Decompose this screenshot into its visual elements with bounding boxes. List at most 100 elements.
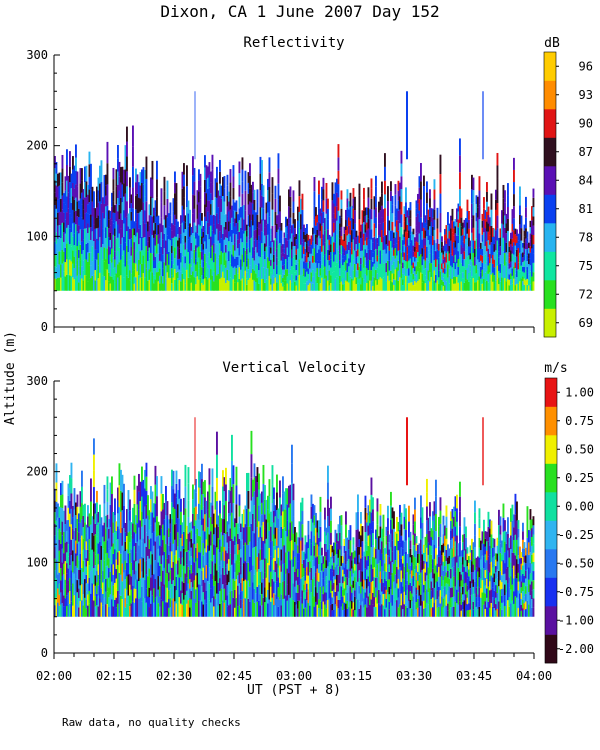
echo-cell bbox=[190, 521, 193, 531]
echo-cell bbox=[265, 202, 268, 214]
echo-cell bbox=[351, 242, 353, 255]
echo-cell bbox=[304, 544, 307, 554]
echo-cell bbox=[94, 575, 97, 586]
echo-cell bbox=[357, 242, 359, 250]
echo-cell bbox=[367, 259, 370, 271]
echo-cell bbox=[298, 553, 301, 570]
echo-cell bbox=[195, 232, 197, 239]
echo-cell bbox=[198, 535, 200, 553]
echo-cell bbox=[384, 180, 386, 195]
echo-cell bbox=[90, 265, 92, 279]
echo-cell bbox=[102, 548, 104, 560]
echo-cell bbox=[225, 583, 227, 601]
echo-cell bbox=[258, 256, 260, 264]
echo-cell bbox=[351, 568, 353, 577]
echo-cell bbox=[262, 185, 265, 197]
echo-cell bbox=[345, 220, 347, 231]
echo-cell bbox=[105, 227, 107, 238]
echo-cell bbox=[78, 551, 80, 561]
echo-cell bbox=[337, 524, 340, 533]
echo-cell bbox=[88, 214, 91, 228]
echo-cell bbox=[132, 270, 134, 291]
echo-cell bbox=[211, 154, 214, 170]
echo-cell bbox=[409, 599, 412, 609]
echo-cell bbox=[331, 545, 334, 553]
echo-cell bbox=[318, 546, 320, 556]
echo-cell bbox=[376, 249, 379, 256]
echo-cell bbox=[99, 255, 101, 273]
echo-cell bbox=[409, 591, 412, 600]
echo-cell bbox=[240, 540, 242, 550]
echo-cell bbox=[498, 284, 500, 291]
echo-cell bbox=[145, 588, 148, 603]
echo-cell bbox=[477, 228, 479, 239]
echo-cell bbox=[339, 268, 341, 276]
echo-cell bbox=[274, 605, 277, 617]
echo-cell bbox=[207, 211, 209, 223]
echo-cell bbox=[529, 278, 532, 285]
echo-cell bbox=[160, 546, 163, 564]
echo-cell bbox=[76, 246, 79, 261]
echo-cell bbox=[475, 264, 478, 274]
echo-cell bbox=[289, 484, 292, 504]
echo-cell bbox=[343, 595, 346, 603]
echo-cell bbox=[381, 591, 383, 605]
echo-cell bbox=[87, 271, 89, 282]
echo-cell bbox=[297, 206, 299, 221]
echo-cell bbox=[475, 203, 478, 213]
echo-cell bbox=[157, 281, 160, 291]
echo-cell bbox=[213, 534, 215, 545]
echo-cell bbox=[181, 522, 184, 535]
echo-cell bbox=[357, 511, 359, 530]
echo-cell bbox=[208, 200, 211, 214]
echo-cell bbox=[210, 602, 212, 617]
echo-cell bbox=[300, 578, 302, 598]
echo-cell bbox=[396, 583, 398, 601]
echo-cell bbox=[387, 201, 389, 216]
echo-cell bbox=[70, 570, 73, 586]
echo-cell bbox=[432, 217, 434, 227]
echo-cell bbox=[234, 282, 236, 291]
echo-cell bbox=[135, 277, 137, 291]
echo-cell bbox=[237, 248, 239, 257]
echo-cell bbox=[114, 582, 116, 600]
echo-cell bbox=[339, 230, 341, 239]
echo-cell bbox=[220, 588, 223, 603]
echo-cell bbox=[124, 607, 127, 617]
echo-cell bbox=[369, 209, 371, 220]
echo-cell bbox=[84, 259, 86, 276]
echo-cell bbox=[366, 283, 368, 291]
echo-cell bbox=[261, 243, 263, 256]
echo-cell bbox=[60, 580, 62, 593]
echo-cell bbox=[346, 226, 349, 236]
echo-cell bbox=[366, 268, 368, 276]
echo-cell bbox=[358, 207, 361, 220]
echo-cell bbox=[333, 281, 335, 291]
echo-cell bbox=[130, 281, 133, 291]
echo-cell bbox=[283, 491, 286, 510]
echo-cell bbox=[405, 202, 407, 217]
echo-cell bbox=[190, 274, 193, 283]
echo-cell bbox=[499, 264, 502, 273]
echo-cell bbox=[424, 253, 427, 261]
echo-cell bbox=[226, 206, 229, 217]
echo-cell bbox=[163, 502, 166, 520]
echo-cell bbox=[136, 523, 139, 542]
echo-cell bbox=[223, 277, 226, 291]
echo-cell bbox=[406, 210, 409, 218]
echo-cell bbox=[532, 197, 535, 208]
echo-cell bbox=[55, 540, 58, 560]
echo-cell bbox=[132, 585, 134, 602]
echo-cell bbox=[361, 571, 364, 587]
echo-cell bbox=[400, 593, 403, 606]
echo-cell bbox=[400, 278, 403, 291]
echo-cell bbox=[333, 576, 335, 584]
echo-cell bbox=[522, 252, 524, 258]
echo-cell bbox=[313, 191, 316, 206]
echo-cell bbox=[156, 179, 158, 198]
echo-cell bbox=[142, 184, 145, 203]
echo-cell bbox=[481, 241, 484, 249]
echo-cell bbox=[258, 276, 260, 284]
echo-cell bbox=[163, 276, 166, 291]
echo-cell bbox=[462, 222, 464, 229]
